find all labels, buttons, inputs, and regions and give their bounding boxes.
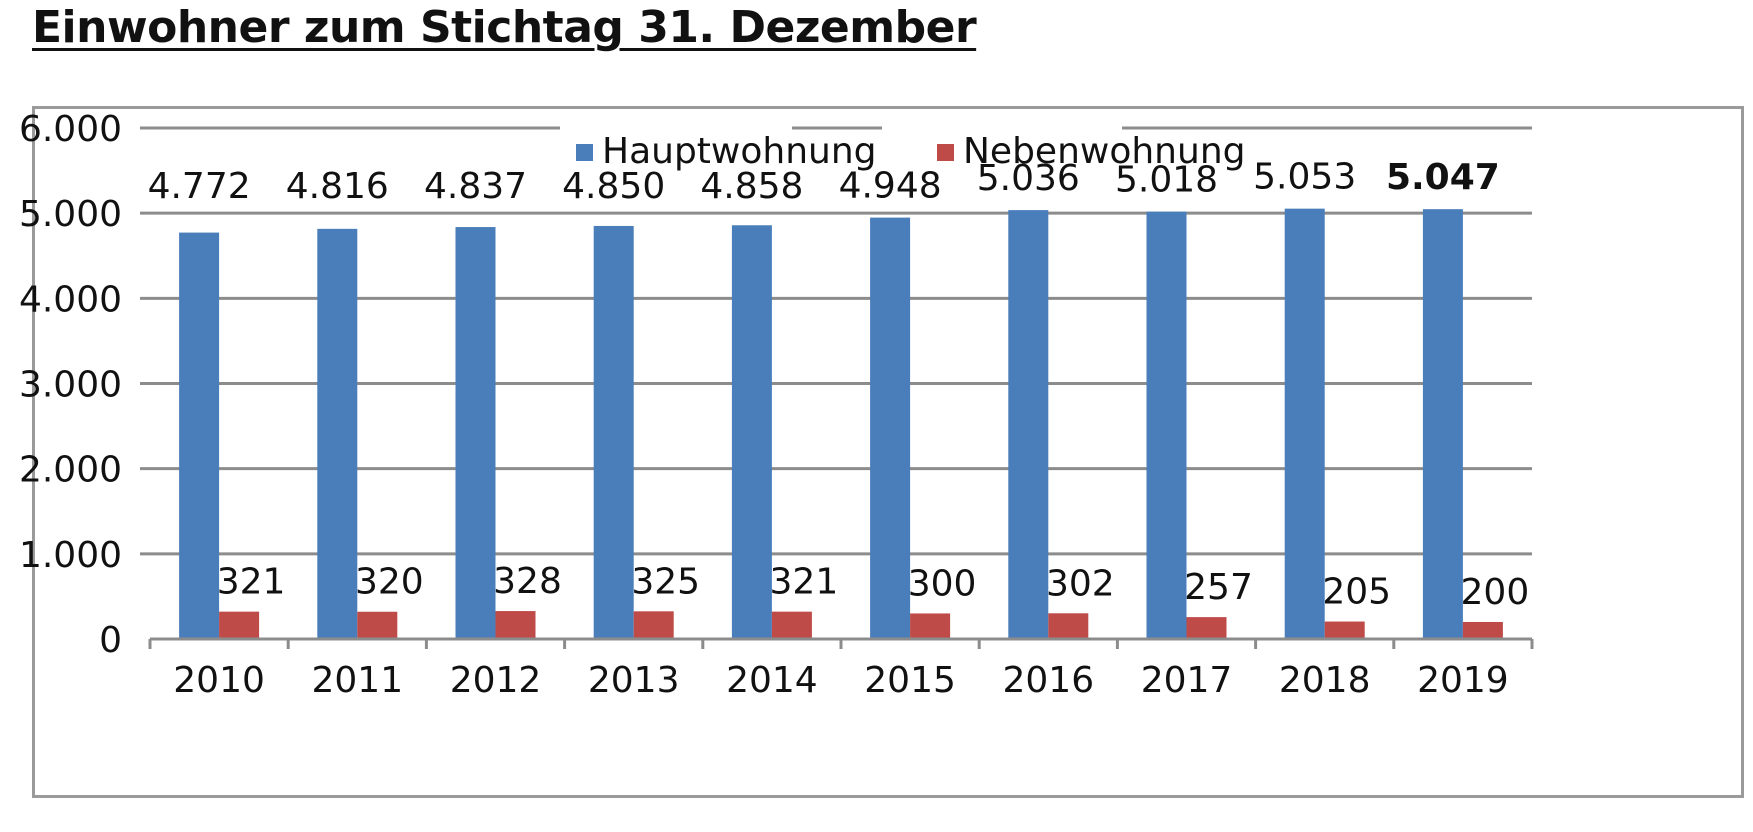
data-label-hauptwohnung: 4.948 — [839, 166, 942, 207]
bar-hauptwohnung — [455, 227, 496, 639]
bar-hauptwohnung — [1008, 210, 1049, 640]
bar-hauptwohnung — [593, 225, 634, 640]
x-tick-label: 2016 — [1002, 660, 1094, 701]
x-tick-label: 2010 — [173, 660, 265, 701]
x-tick-label: 2019 — [1417, 660, 1509, 701]
bar-nebenwohnung — [357, 611, 398, 639]
data-label-hauptwohnung: 4.850 — [562, 166, 665, 207]
data-label-nebenwohnung: 300 — [908, 563, 977, 604]
data-label-nebenwohnung: 328 — [493, 561, 562, 602]
bar-nebenwohnung — [633, 611, 674, 639]
x-tick-label: 2011 — [311, 660, 403, 701]
x-tick-label: 2017 — [1141, 660, 1233, 701]
bar-hauptwohnung — [1422, 209, 1463, 640]
x-tick-label: 2013 — [588, 660, 680, 701]
legend-label-hauptwohnung: Hauptwohnung — [602, 131, 877, 172]
y-tick-label: 6.000 — [19, 109, 122, 150]
legend-swatch-nebenwohnung — [937, 144, 954, 161]
bar-nebenwohnung — [771, 611, 812, 639]
legend-label-nebenwohnung: Nebenwohnung — [963, 131, 1245, 172]
y-tick-label: 4.000 — [19, 279, 122, 320]
chart-title: Einwohner zum Stichtag 31. Dezember — [32, 2, 977, 53]
bar-nebenwohnung — [495, 611, 536, 639]
data-label-nebenwohnung: 205 — [1322, 572, 1391, 613]
x-tick-label: 2018 — [1279, 660, 1371, 701]
y-tick-label: 1.000 — [19, 535, 122, 576]
data-label-hauptwohnung: 4.858 — [700, 166, 803, 207]
x-tick-label: 2012 — [450, 660, 542, 701]
x-axis: 2010 2011 2012 2013 2014 2015 2016 2017 2018 2019 — [148, 637, 1534, 701]
bar-hauptwohnung — [731, 225, 772, 640]
bar-hauptwohnung — [179, 232, 220, 640]
data-label-hauptwohnung: 5.018 — [1115, 160, 1218, 201]
data-label-nebenwohnung: 200 — [1461, 572, 1530, 613]
data-label-hauptwohnung: 4.816 — [286, 166, 389, 207]
bar-hauptwohnung — [317, 228, 358, 639]
bar-nebenwohnung — [1324, 621, 1365, 639]
bars — [179, 208, 1503, 640]
data-label-nebenwohnung: 257 — [1184, 567, 1253, 608]
data-label-nebenwohnung: 320 — [355, 562, 424, 603]
y-tick-label: 0 — [99, 620, 122, 661]
x-tick-label: 2015 — [864, 660, 956, 701]
data-label-nebenwohnung: 321 — [217, 562, 286, 603]
legend: Hauptwohnung Nebenwohnung — [560, 114, 1245, 172]
data-label-hauptwohnung: 5.036 — [977, 158, 1080, 199]
data-label-nebenwohnung: 302 — [1046, 563, 1115, 604]
bar-nebenwohnung — [910, 613, 951, 639]
y-axis-ticks: 0 1.000 2.000 3.000 4.000 5.000 6.000 — [19, 109, 122, 661]
bar-nebenwohnung — [1186, 617, 1227, 639]
legend-backing — [560, 114, 792, 154]
data-labels: 4.772 321 4.816 320 4.837 328 4.850 325 4.858 321… — [148, 157, 1530, 613]
bar-hauptwohnung — [1146, 211, 1187, 639]
y-tick-label: 3.000 — [19, 365, 122, 406]
data-label-nebenwohnung: 321 — [770, 562, 839, 603]
bar-nebenwohnung — [1048, 613, 1089, 639]
data-label-nebenwohnung: 325 — [631, 561, 700, 602]
data-label-hauptwohnung: 4.772 — [148, 166, 251, 207]
y-tick-label: 5.000 — [19, 194, 122, 235]
bar-hauptwohnung — [1284, 208, 1325, 639]
y-tick-label: 2.000 — [19, 450, 122, 491]
x-tick-label: 2014 — [726, 660, 818, 701]
bar-hauptwohnung — [870, 217, 911, 639]
bar-nebenwohnung — [1462, 621, 1503, 639]
legend-swatch-hauptwohnung — [576, 144, 593, 161]
data-label-hauptwohnung: 4.837 — [424, 166, 527, 207]
legend-backing — [882, 114, 1122, 154]
data-label-hauptwohnung: 5.047 — [1386, 157, 1500, 198]
bar-nebenwohnung — [219, 611, 260, 639]
data-label-hauptwohnung: 5.053 — [1253, 157, 1356, 198]
